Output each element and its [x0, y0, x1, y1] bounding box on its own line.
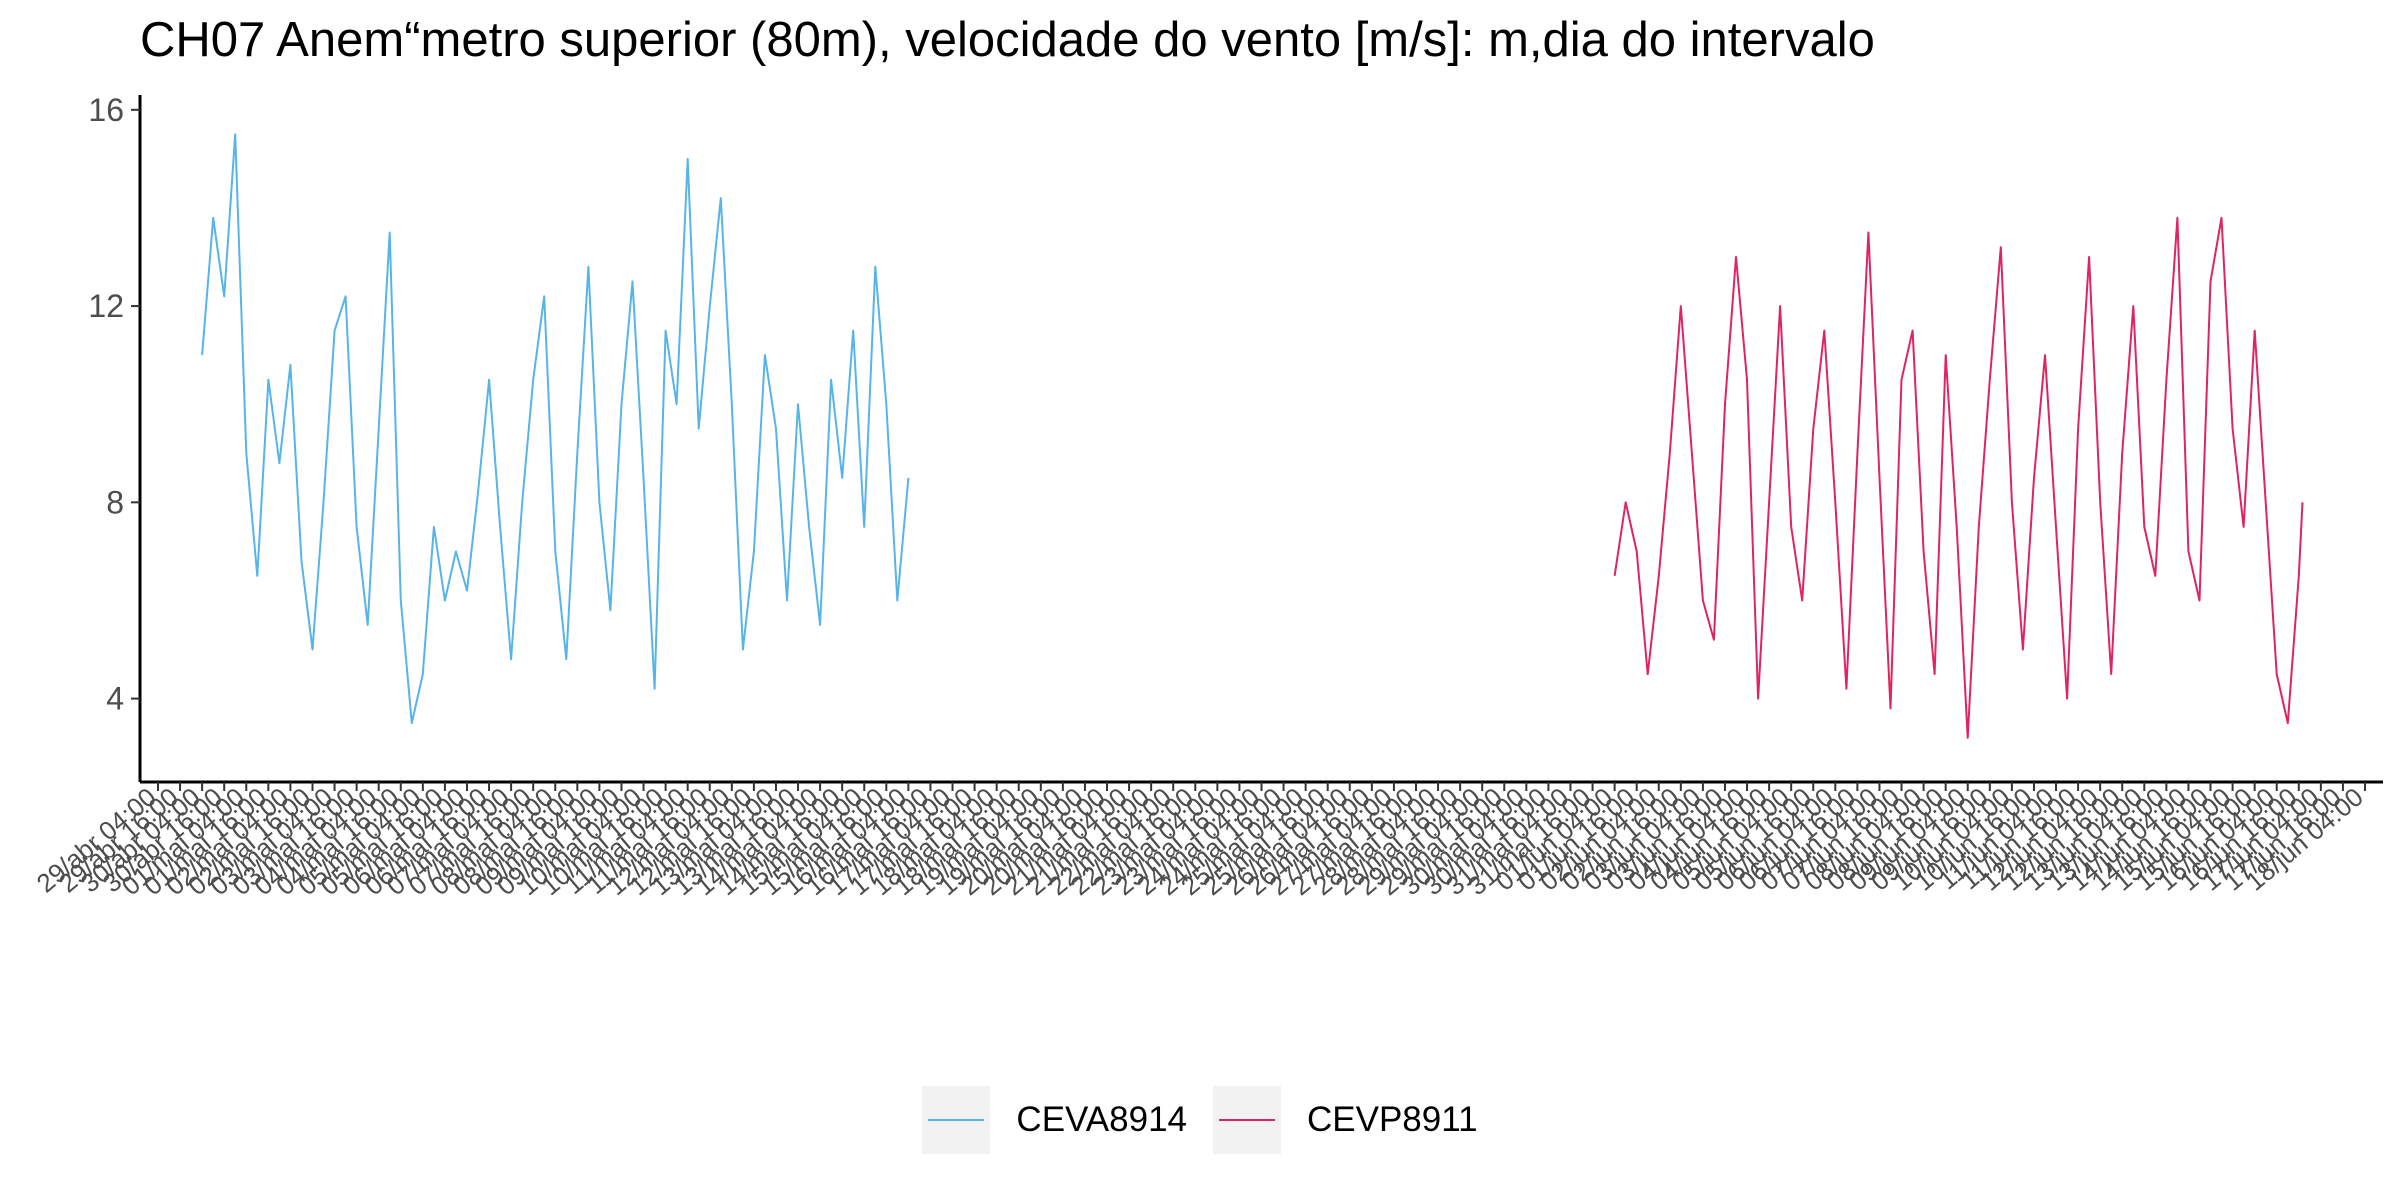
y-axis: 4 8 12 16 — [88, 92, 142, 782]
series-line-ceva8914 — [201, 133, 910, 725]
legend-swatch — [928, 1119, 985, 1121]
y-tick-label: 16 — [88, 92, 124, 128]
y-tick-label: 12 — [88, 288, 124, 324]
y-tick-label: 8 — [106, 484, 124, 520]
legend-swatch — [1219, 1119, 1275, 1121]
legend-label: CEVA8914 — [1016, 1100, 1187, 1139]
legend-item-cevp8911: CEVP8911 — [1213, 1082, 1478, 1158]
legend-key — [1213, 1086, 1281, 1154]
y-tick-label: 4 — [106, 681, 124, 717]
series-layer — [201, 133, 2304, 739]
legend-item-ceva8914: CEVA8914 — [922, 1082, 1187, 1158]
legend-key — [922, 1086, 991, 1154]
chart-title: CH07 Anem“metro superior (80m), velocida… — [140, 13, 1875, 67]
legend-label: CEVP8911 — [1307, 1100, 1478, 1139]
legend: CEVA8914 CEVP8911 — [0, 1082, 2400, 1158]
series-line-cevp8911 — [1613, 216, 2304, 739]
